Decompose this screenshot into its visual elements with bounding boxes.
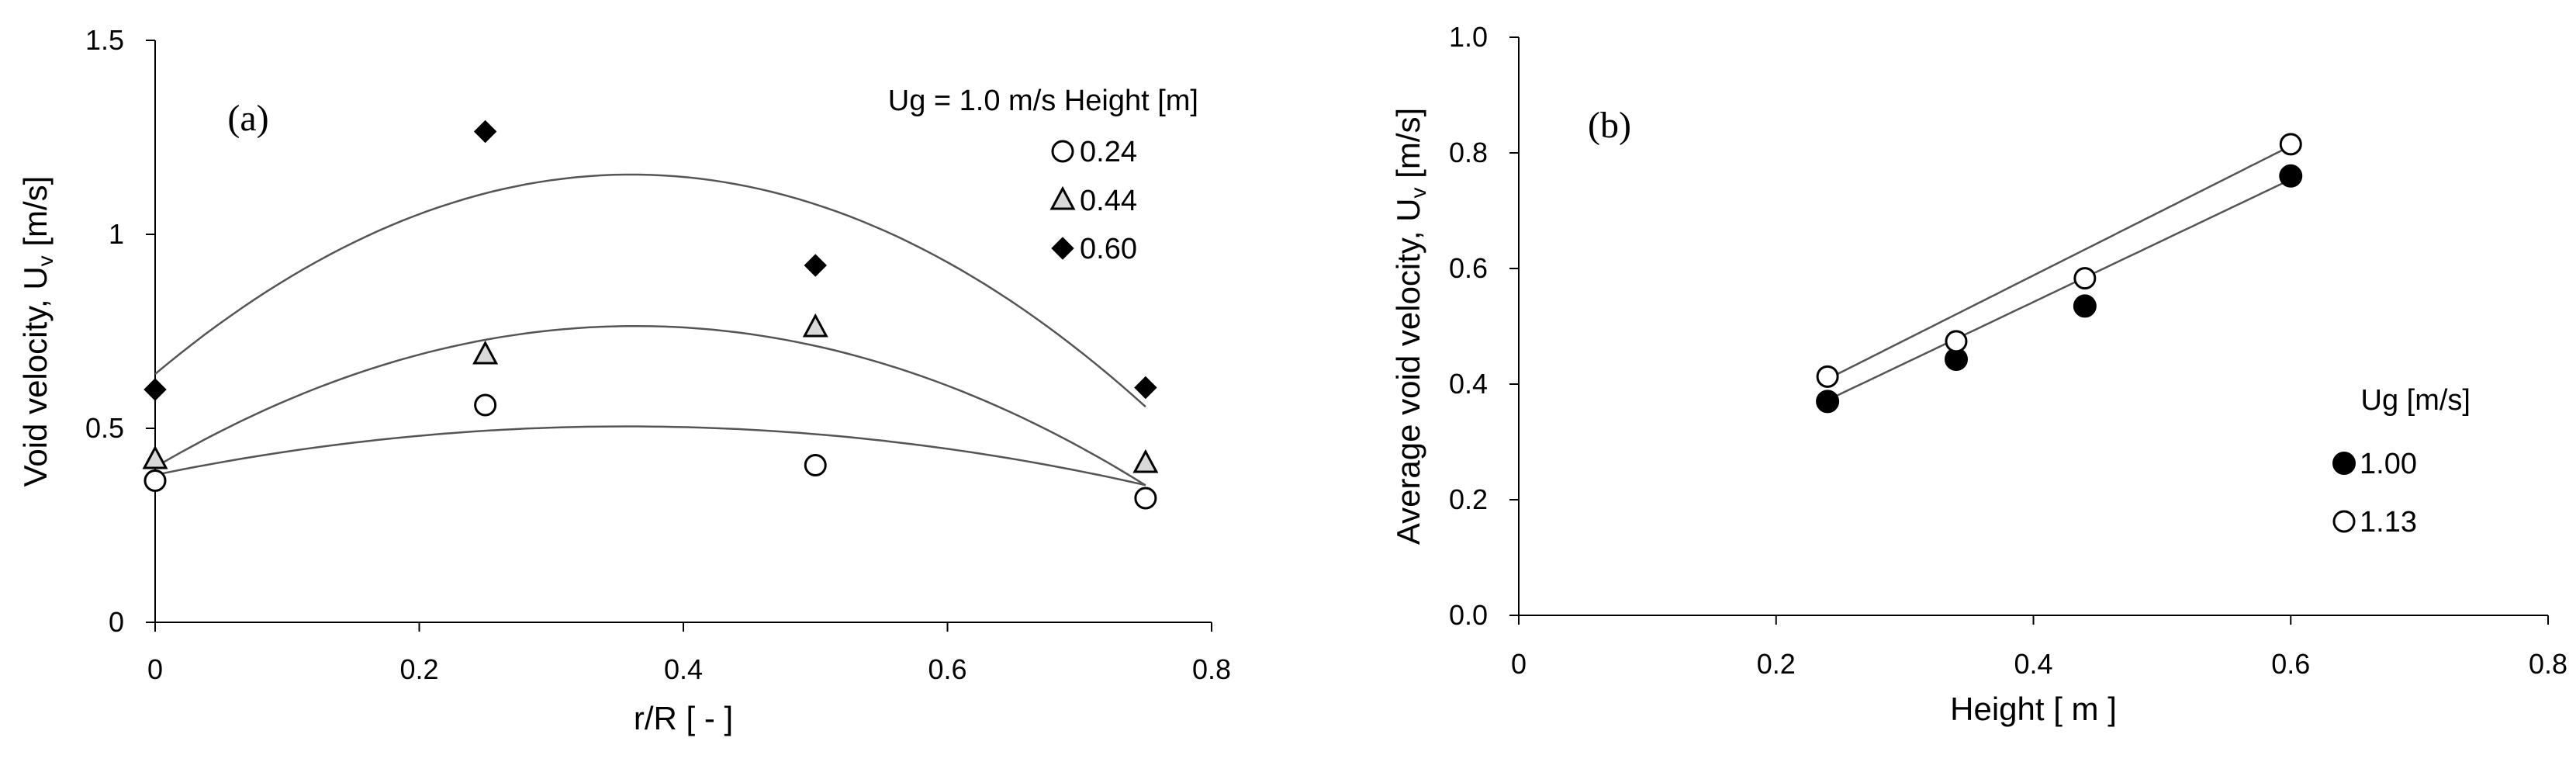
y-tick-label: 0.6 (1449, 252, 1488, 284)
fit-curve-0.24 (154, 425, 1146, 487)
y-axis-title-subscript: v (33, 255, 57, 266)
x-axis-title: r/R [ - ] (634, 700, 733, 736)
legend-label: 0.24 (1080, 136, 1137, 168)
x-tick-label: 0.4 (2014, 648, 2052, 680)
y-tick-label: 1.5 (85, 24, 124, 56)
legend-title: Ug = 1.0 m/s Height [m] (888, 85, 1198, 117)
data-point-1.13 (1816, 365, 1839, 388)
y-tick-label: 1 (109, 218, 124, 250)
data-point-0.24 (804, 454, 827, 476)
y-axis-title-subscript: v (1406, 188, 1430, 199)
x-axis-title: Height [ m ] (1950, 691, 2117, 727)
data-point-1.13 (2073, 267, 2097, 290)
panel-label: (a) (227, 98, 268, 139)
y-axis-title: Void velocity, Uv [m/s] (17, 176, 57, 487)
legend: Ug [m/s] 1.00 1.13 (2332, 384, 2471, 539)
y-axis-title: Average void velocity, Uv [m/s] (1390, 108, 1430, 545)
x-tick-label: 0.2 (1757, 648, 1796, 680)
panel-label: (b) (1588, 105, 1631, 146)
x-tick-label: 0.6 (928, 653, 966, 685)
legend-label: 0.44 (1080, 185, 1137, 217)
data-point-0.44 (802, 313, 828, 338)
legend-marker (2332, 452, 2356, 475)
data-point-0.44 (142, 445, 168, 469)
data-point-0.60 (473, 119, 497, 144)
y-axis-title-main: Void velocity, U (17, 266, 54, 487)
fit-curve-0.60 (154, 173, 1146, 408)
legend-label: 0.60 (1080, 233, 1137, 265)
y-tick-label: 1.0 (1449, 21, 1488, 53)
data-point-0.24 (1134, 487, 1157, 510)
x-tick-label: 0.8 (2529, 648, 2567, 680)
y-axis-title-unit: [m/s] (17, 176, 54, 256)
fit-curve-1.00 (1827, 178, 2291, 401)
fit-curve-1.13 (1827, 144, 2291, 380)
fit-curve-0.44 (154, 324, 1146, 487)
data-point-1.13 (1945, 330, 1968, 353)
chart-a: 0 0.5 1 1.5 0 0.2 0.4 0.6 0.8 r/R [ - ] Void veloc… (17, 24, 1231, 736)
data-point-0.44 (1132, 449, 1159, 473)
y-tick-label: 0.5 (85, 412, 124, 444)
data-point-0.24 (143, 469, 167, 492)
x-tick-label: 0.8 (1192, 653, 1231, 685)
data-point-1.13 (2279, 133, 2302, 156)
x-tick-label: 0.4 (664, 653, 703, 685)
data-point-1.00 (2279, 164, 2303, 188)
y-axis-title-main: Average void velocity, U (1390, 199, 1426, 546)
legend-marker (2332, 510, 2356, 533)
data-point-0.60 (804, 254, 827, 277)
data-point-0.24 (474, 393, 497, 417)
legend-title: Ug [m/s] (2361, 384, 2471, 417)
y-tick-label: 0.8 (1449, 137, 1488, 168)
data-point-0.60 (143, 378, 167, 401)
x-tick-label: 0 (147, 653, 163, 685)
legend-marker (1051, 237, 1074, 260)
y-tick-label: 0 (109, 606, 124, 638)
y-axis-title-unit: [m/s] (1390, 108, 1426, 188)
legend-marker (1049, 185, 1076, 210)
data-point-1.00 (2073, 294, 2097, 318)
y-tick-label: 0.2 (1449, 483, 1488, 515)
x-tick-label: 0.2 (399, 653, 438, 685)
legend-marker (1051, 140, 1074, 163)
data-point-0.44 (472, 340, 499, 365)
y-tick-label: 0.4 (1449, 368, 1488, 400)
data-point-0.60 (1134, 376, 1157, 400)
legend-label: 1.00 (2360, 448, 2417, 480)
x-tick-label: 0.6 (2271, 648, 2310, 680)
x-tick-label: 0 (1511, 648, 1527, 680)
legend: Ug = 1.0 m/s Height [m] 0.24 0.44 0.60 (888, 85, 1198, 265)
y-tick-label: 0.0 (1449, 599, 1488, 631)
data-point-1.00 (1816, 390, 1840, 414)
legend-label: 1.13 (2360, 506, 2417, 539)
